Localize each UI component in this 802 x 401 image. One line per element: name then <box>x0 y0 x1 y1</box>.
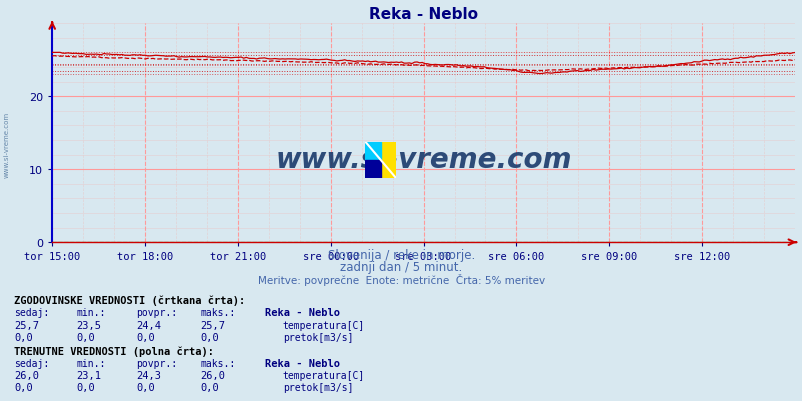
Polygon shape <box>365 160 380 178</box>
Text: 0,0: 0,0 <box>136 332 155 342</box>
Title: Reka - Neblo: Reka - Neblo <box>369 6 477 22</box>
Text: Reka - Neblo: Reka - Neblo <box>265 308 339 318</box>
Text: 23,1: 23,1 <box>76 370 101 380</box>
Text: 24,3: 24,3 <box>136 370 161 380</box>
Text: 23,5: 23,5 <box>76 320 101 330</box>
Text: temperatura[C]: temperatura[C] <box>282 320 364 330</box>
Text: Meritve: povprečne  Enote: metrične  Črta: 5% meritev: Meritve: povprečne Enote: metrične Črta:… <box>257 273 545 286</box>
Text: sedaj:: sedaj: <box>14 308 50 318</box>
Text: 0,0: 0,0 <box>76 382 95 392</box>
Text: min.:: min.: <box>76 308 106 318</box>
Polygon shape <box>380 142 395 178</box>
Text: 0,0: 0,0 <box>200 382 219 392</box>
Polygon shape <box>365 142 380 160</box>
Text: 0,0: 0,0 <box>14 382 33 392</box>
Text: 26,0: 26,0 <box>200 370 225 380</box>
Text: sedaj:: sedaj: <box>14 358 50 368</box>
Text: maks.:: maks.: <box>200 358 236 368</box>
Text: 0,0: 0,0 <box>136 382 155 392</box>
Text: Slovenija / reke in morje.: Slovenija / reke in morje. <box>327 249 475 261</box>
Text: temperatura[C]: temperatura[C] <box>282 370 364 380</box>
Text: 0,0: 0,0 <box>14 332 33 342</box>
Text: povpr.:: povpr.: <box>136 308 177 318</box>
Text: TRENUTNE VREDNOSTI (polna črta):: TRENUTNE VREDNOSTI (polna črta): <box>14 345 214 356</box>
Text: 25,7: 25,7 <box>14 320 39 330</box>
Text: pretok[m3/s]: pretok[m3/s] <box>282 382 353 392</box>
Text: www.si-vreme.com: www.si-vreme.com <box>275 146 571 174</box>
Text: 26,0: 26,0 <box>14 370 39 380</box>
Text: maks.:: maks.: <box>200 308 236 318</box>
Text: ZGODOVINSKE VREDNOSTI (črtkana črta):: ZGODOVINSKE VREDNOSTI (črtkana črta): <box>14 294 245 305</box>
Text: povpr.:: povpr.: <box>136 358 177 368</box>
Text: pretok[m3/s]: pretok[m3/s] <box>282 332 353 342</box>
Text: Reka - Neblo: Reka - Neblo <box>265 358 339 368</box>
Text: zadnji dan / 5 minut.: zadnji dan / 5 minut. <box>340 261 462 273</box>
Text: min.:: min.: <box>76 358 106 368</box>
Text: www.si-vreme.com: www.si-vreme.com <box>3 111 10 177</box>
Text: 24,4: 24,4 <box>136 320 161 330</box>
Text: 0,0: 0,0 <box>200 332 219 342</box>
Text: 0,0: 0,0 <box>76 332 95 342</box>
Text: 25,7: 25,7 <box>200 320 225 330</box>
